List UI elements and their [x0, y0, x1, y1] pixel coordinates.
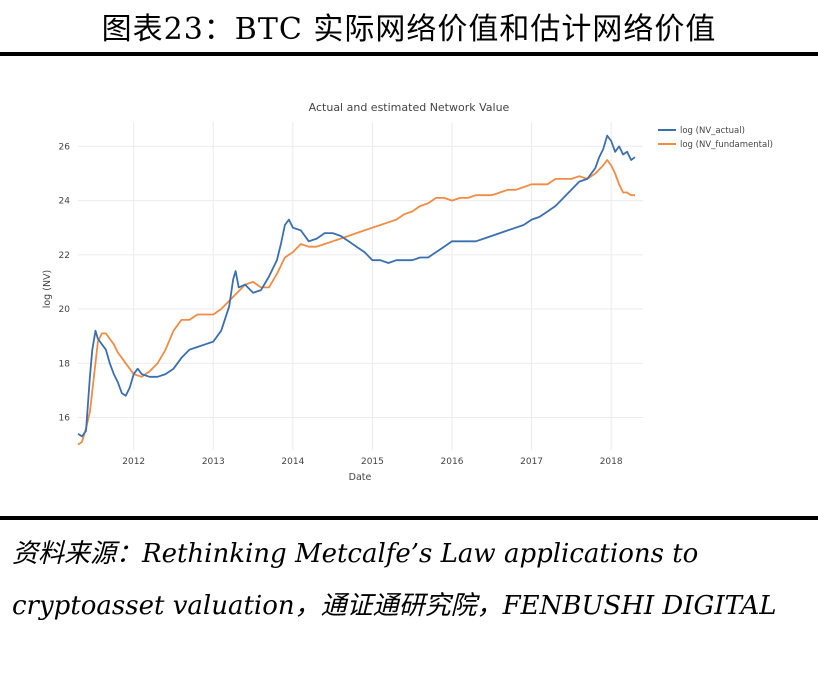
grid [78, 122, 643, 450]
y-tick-label: 24 [59, 197, 71, 207]
y-tick-label: 18 [59, 359, 71, 369]
chart-title: Actual and estimated Network Value [309, 101, 510, 114]
x-tick-label: 2015 [361, 457, 384, 467]
x-tick-label: 2017 [520, 457, 543, 467]
legend-label-actual: log (NV_actual) [680, 126, 745, 136]
bottom-rule [0, 516, 818, 520]
x-tick-label: 2018 [600, 457, 623, 467]
x-tick-label: 2012 [122, 457, 145, 467]
y-tick-label: 16 [59, 413, 71, 423]
legend-label-fundamental: log (NV_fundamental) [680, 140, 773, 150]
y-axis: 16 18 20 22 24 26 [59, 142, 71, 423]
network-value-chart: Actual and estimated Network Value 16 18 2… [42, 101, 773, 483]
series-line-actual [77, 134, 636, 438]
top-rule [0, 52, 818, 56]
y-tick-label: 26 [59, 142, 71, 152]
x-tick-label: 2016 [441, 457, 464, 467]
series-lines [77, 134, 636, 446]
x-axis: 2012 2013 2014 2015 2016 2017 2018 [122, 457, 623, 467]
x-axis-label: Date [349, 472, 372, 483]
x-tick-label: 2013 [202, 457, 225, 467]
series-line-fundamental [77, 159, 635, 446]
x-tick-label: 2014 [281, 457, 304, 467]
figure-heading: 图表23：BTC 实际网络价值和估计网络价值 [101, 12, 717, 47]
y-axis-label: log (NV) [42, 270, 53, 309]
y-tick-label: 22 [59, 251, 70, 261]
legend: log (NV_actual) log (NV_fundamental) [658, 126, 773, 150]
source-note: 资料来源：Rethinking Metcalfe’s Law applicati… [12, 539, 777, 621]
y-tick-label: 20 [59, 305, 71, 315]
